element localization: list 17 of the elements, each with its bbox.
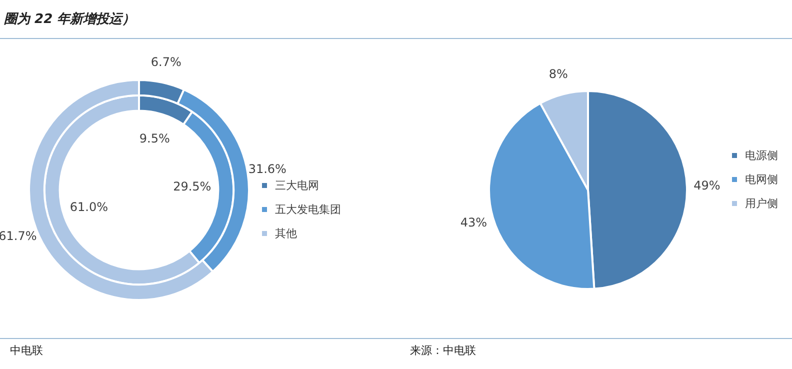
- data-label: 6.7%: [150, 54, 182, 69]
- legend-label: 三大电网: [274, 178, 320, 194]
- legend-label: 电网侧: [744, 172, 778, 188]
- data-label: 49%: [694, 178, 720, 192]
- data-label: 43%: [460, 215, 488, 230]
- legend-label: 电源侧: [744, 148, 778, 164]
- data-label: 31.6%: [248, 162, 286, 176]
- legend-label: 用户侧: [744, 196, 778, 212]
- legend-label: 其他: [274, 226, 298, 242]
- data-label: 9.5%: [139, 131, 170, 146]
- data-label: 29.5%: [173, 180, 212, 194]
- data-label: 8%: [548, 66, 568, 81]
- data-label: 61.0%: [70, 200, 108, 214]
- source-note: 来源：中电联: [410, 343, 476, 358]
- text: 中电联: [10, 343, 43, 358]
- chart-title: 圈为 22 年新增投运）: [4, 10, 136, 28]
- legend-label: 五大发电集团: [274, 202, 341, 218]
